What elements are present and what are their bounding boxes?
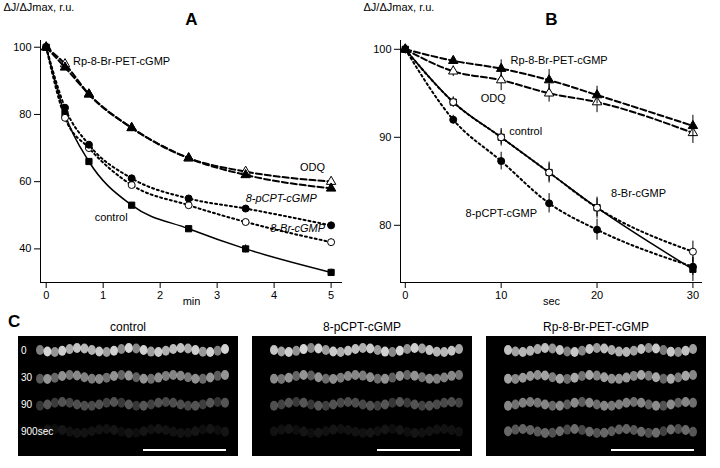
svg-text:min: min bbox=[183, 295, 201, 307]
svg-text:A: A bbox=[185, 10, 197, 29]
svg-text:ODQ: ODQ bbox=[481, 92, 507, 104]
svg-text:100: 100 bbox=[373, 43, 391, 55]
svg-text:3: 3 bbox=[214, 289, 220, 301]
svg-text:8-pCPT-cGMP: 8-pCPT-cGMP bbox=[466, 207, 538, 219]
svg-text:30: 30 bbox=[687, 289, 699, 301]
svg-text:90: 90 bbox=[21, 399, 33, 410]
svg-text:Rp-8-Br-PET-cGMP: Rp-8-Br-PET-cGMP bbox=[73, 55, 170, 67]
svg-text:0: 0 bbox=[43, 289, 49, 301]
svg-text:60: 60 bbox=[19, 175, 31, 187]
svg-text:8-Br-cGMP: 8-Br-cGMP bbox=[611, 187, 666, 199]
svg-text:control: control bbox=[95, 211, 128, 223]
svg-text:8-Br-cGMP: 8-Br-cGMP bbox=[270, 222, 325, 234]
svg-text:2: 2 bbox=[157, 289, 163, 301]
svg-text:900sec: 900sec bbox=[21, 426, 53, 437]
svg-text:sec: sec bbox=[543, 295, 561, 307]
svg-text:10: 10 bbox=[495, 289, 507, 301]
svg-text:40: 40 bbox=[19, 242, 31, 254]
svg-text:30: 30 bbox=[21, 372, 33, 383]
svg-text:Rp-8-Br-PET-cGMP: Rp-8-Br-PET-cGMP bbox=[511, 54, 608, 66]
svg-text:B: B bbox=[545, 10, 557, 29]
svg-text:ODQ: ODQ bbox=[300, 161, 326, 173]
svg-text:80: 80 bbox=[379, 219, 391, 231]
svg-text:8-pCPT-cGMP: 8-pCPT-cGMP bbox=[246, 192, 318, 204]
svg-text:ΔJ/ΔJmax, r.u.: ΔJ/ΔJmax, r.u. bbox=[364, 1, 435, 13]
svg-text:control: control bbox=[509, 125, 542, 137]
svg-text:5: 5 bbox=[328, 289, 334, 301]
svg-text:80: 80 bbox=[19, 108, 31, 120]
html-text:8-pCPT-cGMP: 8-pCPT-cGMP bbox=[323, 320, 401, 334]
html-text:control: control bbox=[110, 320, 146, 334]
svg-text:0: 0 bbox=[21, 345, 27, 356]
svg-text:1: 1 bbox=[100, 289, 106, 301]
svg-text:4: 4 bbox=[271, 289, 277, 301]
svg-text:100: 100 bbox=[13, 41, 31, 53]
svg-text:0: 0 bbox=[402, 289, 408, 301]
html-text:C: C bbox=[8, 312, 21, 331]
svg-text:90: 90 bbox=[379, 131, 391, 143]
html-text:Rp-8-Br-PET-cGMP: Rp-8-Br-PET-cGMP bbox=[543, 320, 649, 334]
svg-text:20: 20 bbox=[591, 289, 603, 301]
svg-text:ΔJ/ΔJmax, r.u.: ΔJ/ΔJmax, r.u. bbox=[4, 1, 75, 13]
